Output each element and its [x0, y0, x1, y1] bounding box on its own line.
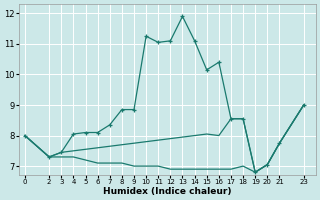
- X-axis label: Humidex (Indice chaleur): Humidex (Indice chaleur): [103, 187, 232, 196]
